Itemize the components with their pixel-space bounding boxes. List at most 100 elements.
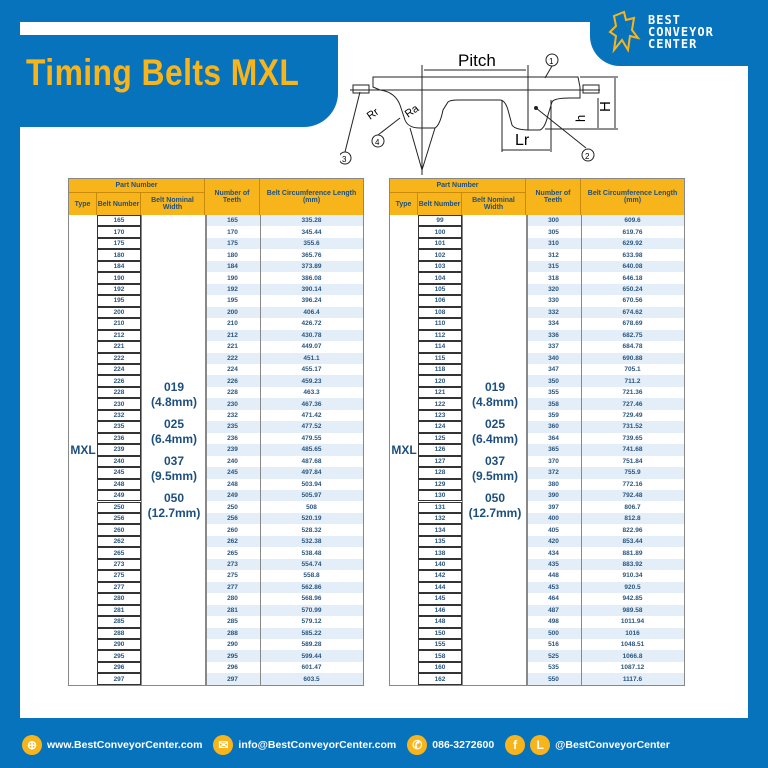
teeth-cell: 230 [205, 398, 260, 410]
table-row: 195 195 396.24 [69, 295, 363, 307]
teeth-cell: 265 [227, 549, 238, 557]
length-cell: 883.92 [581, 558, 684, 571]
teeth-cell: 355 [548, 389, 559, 397]
header-belt-number: Belt Number [418, 193, 462, 215]
length-cell: 426.72 [301, 320, 322, 328]
length-cell: 690.88 [581, 352, 684, 364]
teeth-cell: 296 [227, 664, 238, 672]
length-cell: 562.86 [260, 581, 363, 594]
teeth-cell: 358 [526, 398, 581, 410]
width-option: (6.4mm) [150, 431, 197, 446]
belt-number-cell: 132 [418, 512, 462, 525]
belt-number-cell: 297 [97, 673, 141, 685]
belt-number-cell: 240 [97, 455, 141, 468]
belt-number-cell: 150 [418, 627, 462, 639]
teeth-cell: 277 [205, 581, 260, 594]
length-cell: 755.9 [581, 467, 684, 479]
column-divider [260, 215, 261, 685]
belt-number-cell: 99 [418, 215, 462, 227]
facebook-icon[interactable]: f [505, 735, 526, 755]
teeth-cell: 285 [227, 618, 238, 626]
belt-number-cell: 115 [418, 352, 462, 364]
header-teeth: Number of Teeth [526, 179, 581, 215]
belt-number-cell: 131 [418, 501, 462, 513]
table-row: 249 249 505.97 [69, 490, 363, 502]
teeth-cell: 256 [205, 512, 260, 525]
length-cell: 477.52 [260, 421, 363, 433]
length-cell: 629.92 [581, 237, 684, 250]
belt-number-cell: 273 [97, 558, 141, 571]
teeth-cell: 315 [526, 260, 581, 273]
length-cell: 528.32 [301, 526, 322, 534]
table-row: 288 288 585.22 [69, 627, 363, 639]
teeth-cell: 226 [205, 375, 260, 387]
length-cell: 538.48 [301, 549, 322, 557]
table-row: 155 516 1048.51 [390, 639, 684, 651]
width-option: 019 [484, 380, 506, 394]
teeth-cell: 435 [526, 558, 581, 571]
table-row: 236 236 479.55 [69, 432, 363, 445]
table-row: 115 340 690.88 [390, 352, 684, 364]
length-cell: 335.28 [260, 215, 363, 227]
length-cell: 396.24 [301, 297, 322, 305]
table-row: 135 420 853.44 [390, 535, 684, 548]
belt-number-cell: 160 [418, 661, 462, 674]
teeth-cell: 372 [526, 467, 581, 479]
teeth-cell: 248 [227, 480, 238, 488]
table-row: 123 359 729.49 [390, 409, 684, 422]
belt-number-cell: 125 [418, 432, 462, 445]
callout-2: 2 [585, 152, 590, 161]
teeth-cell: 336 [526, 329, 581, 342]
table-row: 275 275 558.8 [69, 570, 363, 582]
teeth-cell: 210 [227, 320, 238, 328]
length-cell: 554.74 [260, 558, 363, 571]
belt-number-cell: 265 [97, 547, 141, 559]
table-row: 180 180 365.76 [69, 249, 363, 261]
header-type: Type [390, 193, 418, 215]
belt-number-cell: 277 [97, 581, 141, 594]
belt-number-cell: 256 [97, 512, 141, 525]
table-row: 256 256 520.19 [69, 512, 363, 525]
social-handle[interactable]: @BestConveyorCenter [555, 739, 670, 751]
belt-number-cell: 221 [97, 341, 141, 353]
table-row: 192 192 390.14 [69, 283, 363, 296]
teeth-cell: 516 [548, 641, 559, 649]
belt-number-cell: 262 [97, 535, 141, 548]
length-cell: 853.44 [581, 535, 684, 548]
phone-number[interactable]: 086-3272600 [432, 739, 495, 751]
header-part-number: Part Number [390, 179, 526, 193]
belt-number-cell: 281 [97, 604, 141, 617]
table-row: 126 365 741.68 [390, 444, 684, 456]
belt-number-cell: 248 [97, 478, 141, 491]
teeth-cell: 405 [548, 526, 559, 534]
teeth-cell: 180 [227, 251, 238, 259]
teeth-cell: 275 [227, 572, 238, 580]
teeth-cell: 175 [205, 237, 260, 250]
width-option: (12.7mm) [468, 505, 522, 520]
email-link[interactable]: info@BestConveyorCenter.com [238, 739, 397, 751]
table-row: 104 318 646.18 [390, 272, 684, 284]
title-panel [0, 35, 338, 127]
line-icon[interactable]: L [530, 735, 551, 755]
table-row: 162 550 1117.6 [390, 673, 684, 685]
table-row: 239 239 485.65 [69, 444, 363, 456]
width-option: 050 [163, 491, 185, 505]
length-cell: 355.6 [260, 237, 363, 250]
teeth-cell: 300 [526, 215, 581, 227]
belt-number-cell: 103 [418, 260, 462, 273]
belt-number-cell: 295 [97, 650, 141, 662]
belt-number-cell: 190 [97, 272, 141, 284]
teeth-cell: 420 [526, 535, 581, 548]
length-cell: 682.75 [581, 329, 684, 342]
table-row: 175 175 355.6 [69, 237, 363, 250]
belt-number-cell: 192 [97, 283, 141, 296]
teeth-cell: 498 [548, 618, 559, 626]
website-link[interactable]: www.BestConveyorCenter.com [47, 739, 203, 751]
table-row: 190 190 386.08 [69, 272, 363, 284]
teeth-cell: 200 [205, 306, 260, 319]
teeth-cell: 359 [548, 412, 559, 420]
length-cell: 609.6 [581, 215, 684, 227]
length-cell: 910.34 [622, 572, 643, 580]
belt-number-cell: 226 [97, 375, 141, 387]
belt-number-cell: 195 [97, 295, 141, 307]
